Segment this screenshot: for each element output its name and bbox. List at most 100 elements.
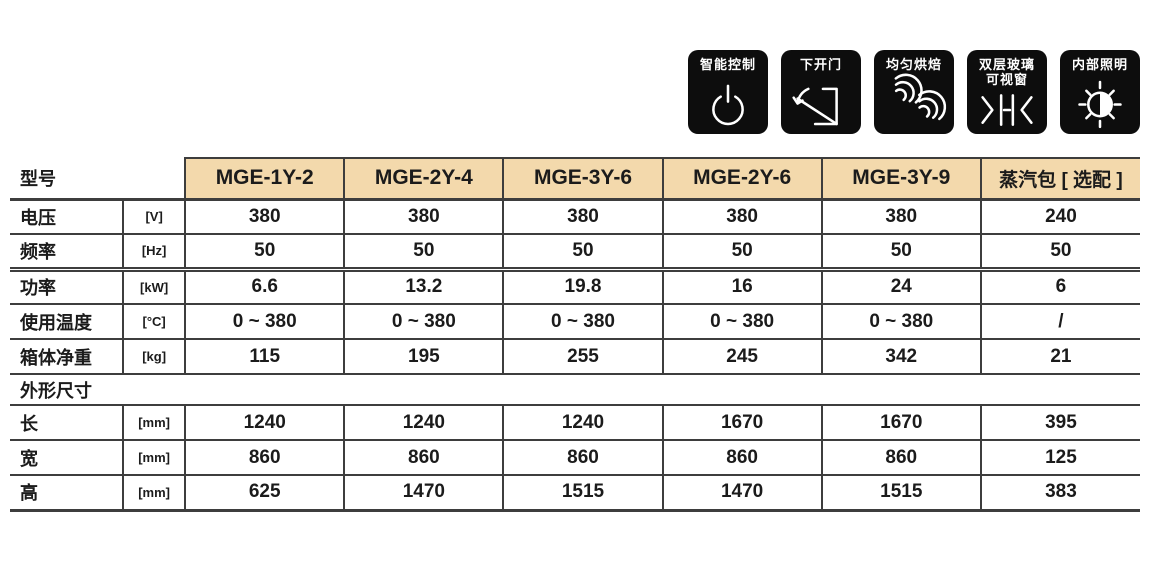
row-label: 高: [10, 475, 124, 512]
row-label: 电压: [10, 199, 124, 235]
spec-value: /: [979, 304, 1140, 340]
row-unit: [V]: [122, 199, 186, 235]
spec-value: 0 ~ 380: [820, 304, 981, 340]
spec-value: 380: [343, 199, 504, 235]
spec-value: 0 ~ 380: [184, 304, 345, 340]
spec-value: 6: [979, 269, 1140, 305]
spec-value: 380: [502, 199, 663, 235]
spec-value: 50: [502, 234, 663, 272]
spec-row-power: 功率 [kW] 6.6 13.2 19.8 16 24 6: [10, 269, 1140, 305]
spec-value: 860: [502, 440, 663, 476]
spec-value: 50: [979, 234, 1140, 272]
row-label: 宽: [10, 440, 124, 476]
model-header: MGE-3Y-9: [820, 157, 981, 201]
spec-value: 1240: [343, 405, 504, 441]
model-header-steam-pack: 蒸汽包 [ 选配 ]: [979, 157, 1140, 201]
feature-badge-interior-lighting: 内部照明: [1060, 50, 1140, 134]
spec-row-length: 长 [mm] 1240 1240 1240 1670 1670 395: [10, 405, 1140, 441]
row-unit: [mm]: [122, 405, 186, 441]
row-label: 频率: [10, 234, 124, 272]
spec-value: 1240: [184, 405, 345, 441]
spec-value: 245: [661, 339, 822, 375]
feature-badge-double-glazed-window: 双层玻璃 可视窗: [967, 50, 1047, 134]
spec-value: 0 ~ 380: [502, 304, 663, 340]
double-glazed-window-icon: [981, 94, 1033, 126]
spec-value: 625: [184, 475, 345, 512]
model-header: MGE-2Y-6: [661, 157, 822, 201]
row-unit: [kW]: [122, 269, 186, 305]
spec-value: 860: [184, 440, 345, 476]
spec-value: 1240: [502, 405, 663, 441]
spec-value: 50: [820, 234, 981, 272]
feature-badge-even-baking: 均匀烘焙: [874, 50, 954, 134]
spec-value: 1470: [661, 475, 822, 512]
badge-caption: 均匀烘焙: [885, 57, 942, 72]
spec-value: 115: [184, 339, 345, 375]
spec-value: 195: [343, 339, 504, 375]
spec-value: 50: [343, 234, 504, 272]
spec-value: 860: [343, 440, 504, 476]
spec-table: 型号 MGE-1Y-2 MGE-2Y-4 MGE-3Y-6 MGE-2Y-6 M…: [10, 157, 1140, 512]
spec-value: 0 ~ 380: [343, 304, 504, 340]
spec-value: 1515: [502, 475, 663, 512]
badge-caption: 智能控制: [699, 57, 756, 72]
spec-value: 380: [820, 199, 981, 235]
spec-value: 860: [661, 440, 822, 476]
even-baking-waves-icon: [894, 73, 947, 121]
spec-value: 255: [502, 339, 663, 375]
spec-value: 6.6: [184, 269, 345, 305]
feature-badge-row: 智能控制 下开门 均匀烘焙: [688, 50, 1140, 134]
spec-value: 1470: [343, 475, 504, 512]
badge-caption: 可视窗: [985, 72, 1028, 87]
model-header: MGE-2Y-4: [343, 157, 504, 201]
spec-row-net-weight: 箱体净重 [kg] 115 195 255 245 342 21: [10, 339, 1140, 375]
feature-badge-smart-control: 智能控制: [688, 50, 768, 134]
feature-badge-drop-down-door: 下开门: [781, 50, 861, 134]
row-label: 使用温度: [10, 304, 124, 340]
spec-value: 380: [184, 199, 345, 235]
spec-value: 24: [820, 269, 981, 305]
spec-value: 19.8: [502, 269, 663, 305]
spec-value: 860: [820, 440, 981, 476]
corner-label: 型号: [10, 158, 186, 201]
row-label: 功率: [10, 269, 124, 305]
spec-row-operating-temperature: 使用温度 [°C] 0 ~ 380 0 ~ 380 0 ~ 380 0 ~ 38…: [10, 304, 1140, 340]
section-label: 外形尺寸: [10, 374, 1140, 406]
spec-value: 1515: [820, 475, 981, 512]
badge-caption: 下开门: [799, 57, 842, 72]
spec-table-container: 型号 MGE-1Y-2 MGE-2Y-4 MGE-3Y-6 MGE-2Y-6 M…: [10, 157, 1140, 512]
spec-value: 0 ~ 380: [661, 304, 822, 340]
badge-caption: 双层玻璃: [978, 57, 1035, 72]
row-label: 长: [10, 405, 124, 441]
spec-value: 16: [661, 269, 822, 305]
spec-value: 125: [979, 440, 1140, 476]
spec-value: 1670: [661, 405, 822, 441]
drop-down-door-icon: [792, 87, 838, 126]
model-header: MGE-3Y-6: [502, 157, 663, 201]
spec-row-voltage: 电压 [V] 380 380 380 380 380 240: [10, 199, 1140, 235]
interior-lighting-icon: [1078, 80, 1122, 129]
dimensions-section-row: 外形尺寸: [10, 374, 1140, 406]
spec-row-height: 高 [mm] 625 1470 1515 1470 1515 383: [10, 475, 1140, 512]
spec-value: 21: [979, 339, 1140, 375]
row-unit: [°C]: [122, 304, 186, 340]
spec-value: 342: [820, 339, 981, 375]
row-unit: [mm]: [122, 440, 186, 476]
spec-row-width: 宽 [mm] 860 860 860 860 860 125: [10, 440, 1140, 476]
row-label: 箱体净重: [10, 339, 124, 375]
row-unit: [Hz]: [122, 234, 186, 272]
model-header: MGE-1Y-2: [184, 157, 345, 201]
power-icon: [712, 84, 744, 126]
spec-value: 383: [979, 475, 1140, 512]
spec-value: 50: [661, 234, 822, 272]
spec-value: 240: [979, 199, 1140, 235]
row-unit: [mm]: [122, 475, 186, 512]
spec-value: 380: [661, 199, 822, 235]
spec-row-frequency: 频率 [Hz] 50 50 50 50 50 50: [10, 234, 1140, 272]
row-unit: [kg]: [122, 339, 186, 375]
badge-caption: 内部照明: [1071, 57, 1128, 72]
spec-value: 13.2: [343, 269, 504, 305]
spec-value: 1670: [820, 405, 981, 441]
spec-value: 395: [979, 405, 1140, 441]
